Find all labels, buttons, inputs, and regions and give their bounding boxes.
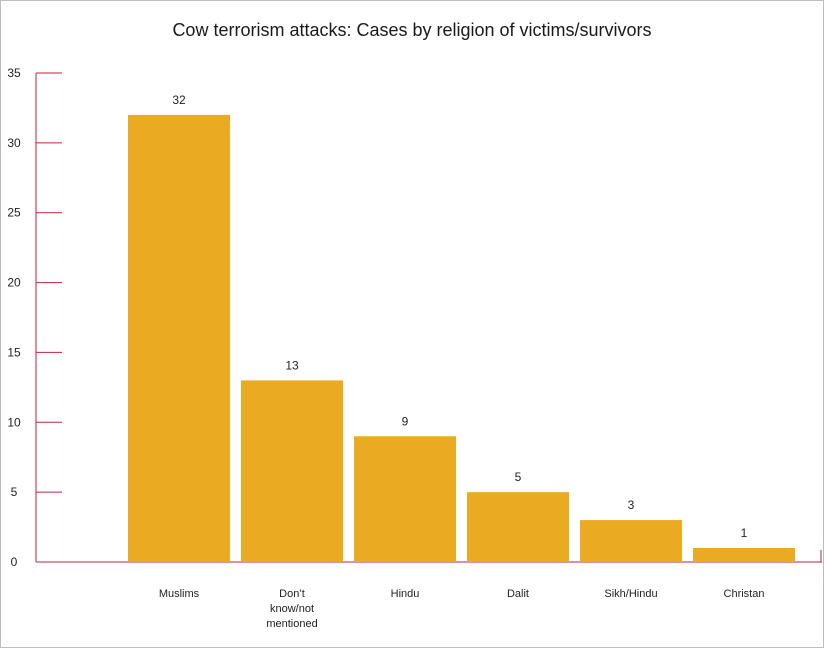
y-tick-label: 30 (7, 136, 21, 150)
y-tick-label: 5 (11, 485, 18, 499)
bar (241, 380, 343, 562)
x-category-label: Muslims (159, 588, 200, 600)
bar (354, 436, 456, 562)
chart-title: Cow terrorism attacks: Cases by religion… (172, 20, 652, 40)
bar-value-label: 32 (172, 93, 186, 107)
x-category-label: mentioned (266, 618, 317, 630)
bar-value-label: 3 (628, 498, 635, 512)
bar-value-label: 13 (285, 358, 299, 372)
bar (128, 114, 230, 563)
x-category-label: Don’t (279, 588, 305, 600)
x-category-label: Hindu (391, 588, 420, 600)
y-tick-label: 35 (7, 66, 21, 80)
bar-value-label: 9 (402, 414, 409, 428)
y-tick-label: 10 (7, 415, 21, 429)
y-tick-label: 25 (7, 206, 21, 220)
x-category-label: Dalit (507, 588, 529, 600)
bar-value-label: 1 (741, 526, 748, 540)
bar (693, 548, 795, 562)
bar (580, 520, 682, 562)
x-category-label: Sikh/Hindu (604, 588, 657, 600)
y-tick-label: 0 (11, 555, 18, 569)
x-category-label: Christan (724, 588, 765, 600)
x-category-label: know/not (270, 603, 314, 615)
bar-value-label: 5 (515, 470, 522, 484)
bar (467, 492, 569, 562)
y-tick-label: 15 (7, 345, 21, 359)
y-tick-label: 20 (7, 276, 21, 290)
